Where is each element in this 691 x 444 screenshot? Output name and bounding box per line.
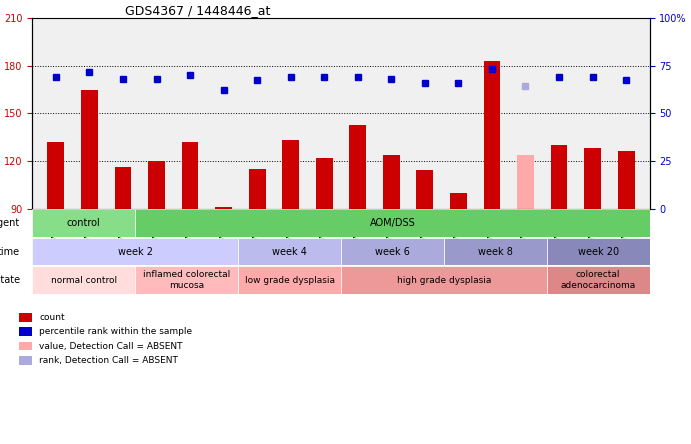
Text: control: control	[67, 218, 101, 228]
Bar	[215, 207, 232, 209]
Bar	[517, 155, 534, 209]
Bar	[81, 90, 98, 209]
Text: high grade dysplasia: high grade dysplasia	[397, 276, 491, 285]
Text: colorectal
adenocarcinoma: colorectal adenocarcinoma	[560, 270, 636, 290]
FancyBboxPatch shape	[547, 238, 650, 266]
Text: low grade dysplasia: low grade dysplasia	[245, 276, 334, 285]
Bar	[19, 342, 32, 350]
FancyBboxPatch shape	[444, 238, 547, 266]
Bar	[182, 142, 198, 209]
FancyBboxPatch shape	[135, 210, 650, 237]
Bar	[115, 167, 131, 209]
Text: percentile rank within the sample: percentile rank within the sample	[39, 327, 192, 337]
Bar	[148, 161, 165, 209]
FancyBboxPatch shape	[341, 266, 547, 294]
Bar	[551, 145, 567, 209]
Bar	[249, 169, 265, 209]
Text: week 8: week 8	[478, 246, 513, 257]
Text: GDS4367 / 1448446_at: GDS4367 / 1448446_at	[125, 4, 270, 17]
Bar	[48, 142, 64, 209]
Text: week 6: week 6	[375, 246, 410, 257]
Text: rank, Detection Call = ABSENT: rank, Detection Call = ABSENT	[39, 356, 178, 365]
Text: value, Detection Call = ABSENT: value, Detection Call = ABSENT	[39, 342, 183, 351]
Bar	[316, 158, 332, 209]
Text: count: count	[39, 313, 65, 322]
FancyBboxPatch shape	[238, 266, 341, 294]
FancyBboxPatch shape	[238, 238, 341, 266]
Bar	[19, 327, 32, 336]
Bar	[484, 61, 500, 209]
Bar	[283, 140, 299, 209]
FancyBboxPatch shape	[547, 266, 650, 294]
FancyBboxPatch shape	[32, 266, 135, 294]
FancyBboxPatch shape	[32, 210, 135, 237]
Bar	[350, 124, 366, 209]
Bar	[584, 148, 601, 209]
Bar	[383, 155, 399, 209]
Text: agent: agent	[0, 218, 20, 228]
FancyBboxPatch shape	[341, 238, 444, 266]
Bar	[450, 193, 467, 209]
Text: time: time	[0, 246, 20, 257]
Bar	[19, 356, 32, 365]
Text: week 2: week 2	[117, 246, 153, 257]
FancyBboxPatch shape	[32, 238, 238, 266]
Text: normal control: normal control	[50, 276, 117, 285]
Text: AOM/DSS: AOM/DSS	[370, 218, 415, 228]
Text: week 20: week 20	[578, 246, 618, 257]
Text: week 4: week 4	[272, 246, 307, 257]
Text: inflamed colorectal
mucosa: inflamed colorectal mucosa	[143, 270, 230, 290]
Bar	[417, 170, 433, 209]
Text: disease state: disease state	[0, 275, 20, 285]
Bar	[19, 313, 32, 321]
FancyBboxPatch shape	[135, 266, 238, 294]
Bar	[618, 151, 634, 209]
